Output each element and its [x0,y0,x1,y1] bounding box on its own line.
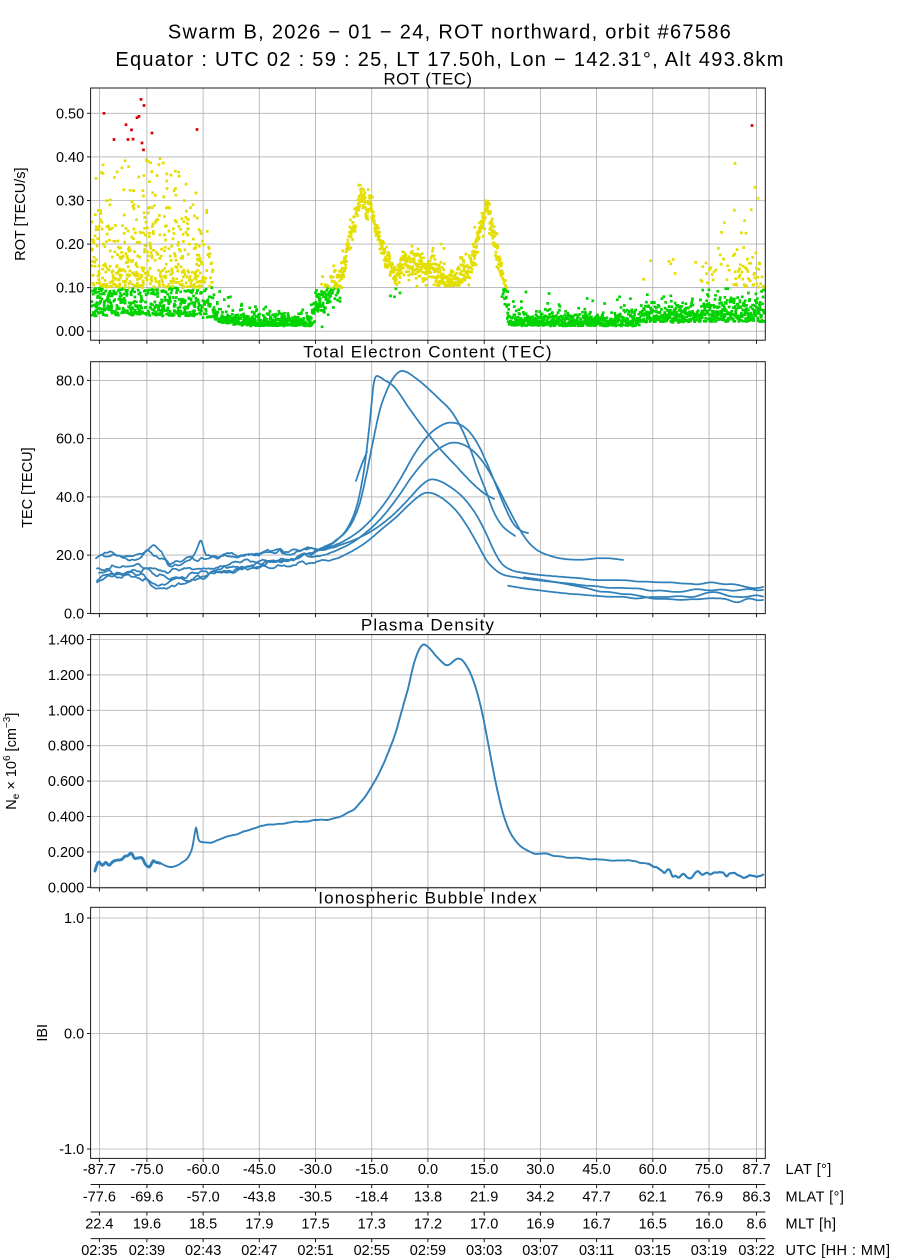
svg-text:-69.6: -69.6 [130,1189,163,1205]
svg-text:03:15: 03:15 [635,1243,671,1259]
svg-text:17.5: 17.5 [301,1216,329,1232]
svg-text:IBI: IBI [35,1024,51,1042]
svg-text:0.600: 0.600 [48,774,84,790]
svg-text:0.40: 0.40 [56,150,84,166]
svg-text:16.0: 16.0 [695,1216,723,1232]
svg-text:21.9: 21.9 [470,1189,498,1205]
svg-text:02:51: 02:51 [297,1243,333,1259]
svg-text:34.2: 34.2 [526,1189,554,1205]
svg-text:UTC [HH : MM]: UTC [HH : MM] [786,1243,891,1259]
svg-text:MLT [h]: MLT [h] [786,1216,837,1232]
svg-text:16.5: 16.5 [639,1216,667,1232]
svg-text:13.8: 13.8 [414,1189,442,1205]
svg-text:0.0: 0.0 [64,606,84,622]
svg-text:03:07: 03:07 [522,1243,558,1259]
svg-text:1.000: 1.000 [48,703,84,719]
svg-text:0.400: 0.400 [48,810,84,826]
svg-text:ROT (TEC): ROT (TEC) [383,70,472,89]
svg-text:60.0: 60.0 [56,432,84,448]
svg-text:1.200: 1.200 [48,668,84,684]
svg-text:0.000: 0.000 [48,880,84,896]
svg-text:-43.8: -43.8 [243,1189,276,1205]
svg-text:03:22: 03:22 [738,1243,774,1259]
svg-text:0.10: 0.10 [56,281,84,297]
svg-text:-45.0: -45.0 [243,1162,276,1178]
svg-text:Total Electron Content (TEC): Total Electron Content (TEC) [303,343,553,362]
svg-text:-77.6: -77.6 [83,1189,116,1205]
svg-text:17.2: 17.2 [414,1216,442,1232]
svg-text:0.800: 0.800 [48,739,84,755]
svg-text:Swarm B, 2026 − 01 − 24, ROT: Swarm B, 2026 − 01 − 24, ROT northward, … [168,22,732,44]
svg-text:17.0: 17.0 [470,1216,498,1232]
svg-text:47.7: 47.7 [582,1189,610,1205]
svg-text:Ionospheric Bubble Index: Ionospheric Bubble Index [318,888,537,907]
svg-text:60.0: 60.0 [639,1162,667,1178]
svg-text:0.30: 0.30 [56,193,84,209]
svg-text:-30.5: -30.5 [299,1189,332,1205]
svg-text:03:11: 03:11 [579,1243,614,1259]
svg-text:02:39: 02:39 [129,1243,165,1259]
svg-text:02:43: 02:43 [185,1243,221,1259]
svg-text:40.0: 40.0 [56,490,84,506]
svg-text:0.0: 0.0 [418,1162,438,1178]
svg-text:0.50: 0.50 [56,106,84,122]
svg-text:76.9: 76.9 [695,1189,723,1205]
svg-text:18.5: 18.5 [189,1216,217,1232]
svg-text:-30.0: -30.0 [299,1162,332,1178]
svg-text:-18.4: -18.4 [355,1189,388,1205]
svg-text:-15.0: -15.0 [355,1162,388,1178]
svg-text:0.20: 0.20 [56,237,84,253]
svg-text:87.7: 87.7 [742,1162,770,1178]
svg-text:TEC [TECU]: TEC [TECU] [20,447,36,528]
svg-text:1.0: 1.0 [64,911,84,927]
svg-text:62.1: 62.1 [639,1189,667,1205]
svg-text:45.0: 45.0 [582,1162,610,1178]
svg-text:0.00: 0.00 [56,324,84,340]
svg-text:02:47: 02:47 [241,1243,277,1259]
svg-text:86.3: 86.3 [742,1189,770,1205]
svg-text:LAT [°]: LAT [°] [786,1162,832,1178]
svg-text:22.4: 22.4 [85,1216,113,1232]
svg-text:16.9: 16.9 [526,1216,554,1232]
svg-text:-60.0: -60.0 [187,1162,220,1178]
svg-text:80.0: 80.0 [56,373,84,389]
svg-text:0.200: 0.200 [48,845,84,861]
svg-text:Plasma Density: Plasma Density [361,616,495,635]
svg-text:-57.0: -57.0 [187,1189,220,1205]
svg-text:-87.7: -87.7 [83,1162,116,1178]
svg-text:20.0: 20.0 [56,548,84,564]
svg-text:Equator : UTC 02 : 59 : 25,: Equator : UTC 02 : 59 : 25, LT 17.50h, L… [115,49,784,71]
svg-text:17.3: 17.3 [358,1216,386,1232]
svg-text:-75.0: -75.0 [130,1162,163,1178]
svg-text:17.9: 17.9 [245,1216,273,1232]
svg-text:15.0: 15.0 [470,1162,498,1178]
svg-text:MLAT [°]: MLAT [°] [786,1189,845,1205]
svg-text:02:55: 02:55 [354,1243,390,1259]
svg-text:16.7: 16.7 [582,1216,610,1232]
svg-text:75.0: 75.0 [695,1162,723,1178]
svg-text:03:19: 03:19 [691,1243,727,1259]
svg-text:8.6: 8.6 [746,1216,766,1232]
svg-text:ROT [TECU/s]: ROT [TECU/s] [13,168,29,261]
svg-text:03:03: 03:03 [466,1243,502,1259]
svg-text:02:35: 02:35 [81,1243,117,1259]
svg-text:1.400: 1.400 [48,633,84,649]
svg-text:-1.0: -1.0 [59,1142,84,1158]
svg-text:0.0: 0.0 [64,1027,84,1043]
svg-text:19.6: 19.6 [133,1216,161,1232]
svg-text:02:59: 02:59 [410,1243,446,1259]
svg-text:30.0: 30.0 [526,1162,554,1178]
svg-text:Ne × 106 [cm−3]: Ne × 106 [cm−3] [2,713,22,810]
